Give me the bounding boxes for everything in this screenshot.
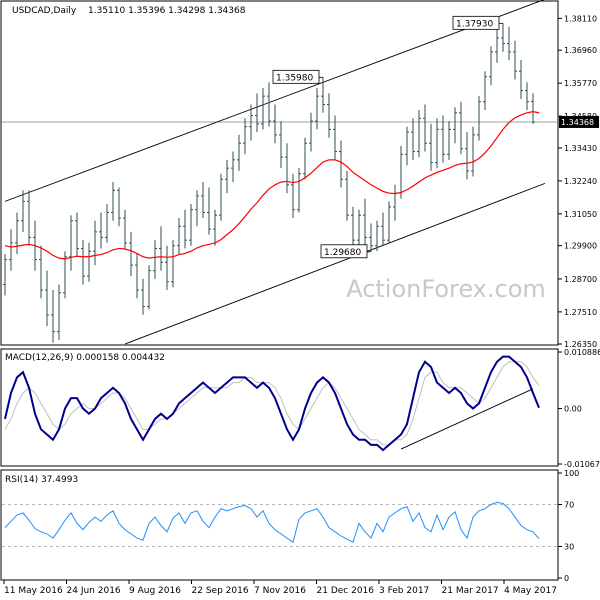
price-annotations: 1.35980 1.29680 1.37930 — [272, 15, 503, 259]
rsi-tick-label: 70 — [564, 501, 574, 510]
annotation-label: 1.35980 — [276, 73, 313, 83]
price-panel-frame — [0, 0, 559, 346]
annotation-box — [320, 244, 368, 259]
macd-tick-label: 0.00 — [564, 405, 582, 414]
rsi-tick-label: 30 — [564, 543, 574, 552]
price-tick-label: 1.32240 — [564, 177, 597, 186]
symbol-label: USDCAD,Daily — [12, 6, 77, 16]
macd-title: MACD(12,26,9) 0.000158 0.004432 — [5, 353, 165, 363]
date-tick-label: 22 Sep 2016 — [192, 586, 249, 596]
ma-line — [4, 111, 540, 260]
macd-panel-frame — [0, 348, 559, 467]
price-tick-label: 1.35770 — [564, 79, 597, 88]
rsi-tick-label: 100 — [564, 469, 579, 478]
macd-main-line — [4, 355, 540, 452]
rsi-panel-frame — [0, 469, 559, 581]
rsi-plot: 100 70 30 0 — [2, 469, 579, 583]
last-price-label: 1.34368 — [561, 118, 594, 127]
date-tick-label: 4 May 2017 — [504, 586, 557, 596]
price-tick-label: 1.38110 — [564, 14, 597, 23]
trend-channel — [4, 0, 546, 345]
rsi-tick-label: 0 — [564, 574, 569, 583]
ohlc-label: 1.35110 1.35396 1.34298 1.34368 — [88, 6, 246, 16]
annotation-label: 1.37930 — [456, 19, 493, 29]
date-tick-label: 21 Dec 2016 — [317, 586, 375, 596]
moving-average — [4, 111, 540, 260]
price-tick-label: 1.31050 — [564, 210, 597, 219]
price-tick-label: 1.26350 — [564, 340, 597, 349]
date-tick-label: 9 Aug 2016 — [129, 586, 181, 596]
date-tick-label: 24 Jun 2016 — [67, 586, 121, 596]
date-tick-label: 3 Feb 2017 — [379, 586, 429, 596]
date-tick-label: 11 May 2016 — [4, 586, 63, 596]
price-tick-label: 1.29900 — [564, 242, 597, 251]
macd-tick-label: 0.010886 — [564, 348, 600, 357]
macd-trendline — [400, 388, 534, 450]
macd-tick-label: -0.010676 — [564, 460, 600, 469]
price-tick-label: 1.36960 — [564, 46, 597, 55]
last-price-box — [559, 115, 599, 128]
channel-line-lower — [124, 182, 546, 345]
date-axis: 11 May 2016 24 Jun 2016 9 Aug 2016 22 Sep 2… — [3, 580, 557, 596]
annotation-box — [272, 69, 320, 84]
price-tick-label: 1.27510 — [564, 308, 597, 317]
rsi-line — [4, 501, 540, 544]
watermark: ActionForex.com — [346, 275, 546, 303]
price-axis: 1.381101.369601.357701.345801.334301.322… — [2, 14, 599, 349]
date-tick-label: 21 Mar 2017 — [442, 586, 499, 596]
annotation-label: 1.29680 — [324, 248, 361, 258]
channel-line-upper — [4, 0, 545, 202]
rsi-title: RSI(14) 37.4993 — [5, 475, 78, 485]
price-bars — [3, 23, 535, 343]
price-tick-label: 1.33430 — [564, 144, 597, 153]
annotation-box — [452, 15, 500, 30]
date-tick-label: 7 Nov 2016 — [254, 586, 306, 596]
price-tick-label: 1.28700 — [564, 275, 597, 284]
macd-plot: 0.010886 0.00 -0.010676 — [4, 348, 600, 469]
